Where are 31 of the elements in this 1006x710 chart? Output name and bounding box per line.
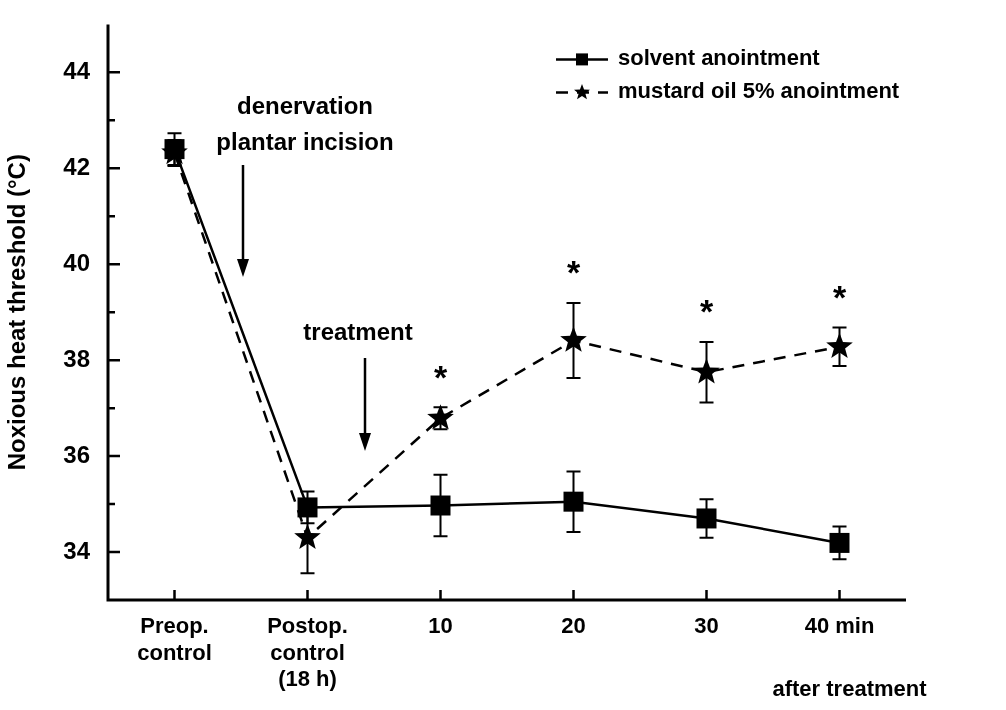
x-axis-title: after treatment	[772, 676, 928, 702]
point	[829, 532, 850, 553]
y-tick-label: 44	[63, 56, 91, 84]
annotation: *	[832, 277, 847, 316]
point	[563, 491, 584, 512]
point	[427, 404, 454, 430]
y-tick-label: 40	[63, 248, 90, 276]
x-tick-label: 10	[428, 613, 453, 639]
x-tick-label: Preop. control	[137, 613, 212, 665]
point	[826, 332, 853, 359]
point	[430, 495, 451, 516]
y-tick-label: 38	[63, 344, 90, 372]
point	[560, 326, 587, 352]
x-tick-label: 30	[694, 613, 719, 639]
annotation: *	[433, 357, 448, 396]
x-tick-label: 40 min	[804, 613, 875, 639]
y-tick-label: 34	[63, 536, 91, 564]
y-axis-title: Noxious heat threshold (°C)	[3, 154, 31, 471]
y-tick-label: 42	[63, 152, 90, 180]
point	[696, 508, 717, 529]
point	[693, 358, 720, 384]
legend-label: mustard oil 5% anointment	[618, 78, 900, 104]
annotation: denervation plantar incision	[216, 91, 394, 155]
legend-label: solvent anointment	[618, 45, 821, 71]
y-tick-label: 36	[63, 440, 90, 468]
x-tick-label: Postop. control (18 h)	[267, 613, 348, 692]
annotation: *	[699, 292, 714, 331]
annotation: treatment	[303, 317, 413, 345]
annotation: *	[566, 253, 581, 292]
x-tick-label: 20	[561, 613, 586, 639]
point	[294, 523, 321, 549]
